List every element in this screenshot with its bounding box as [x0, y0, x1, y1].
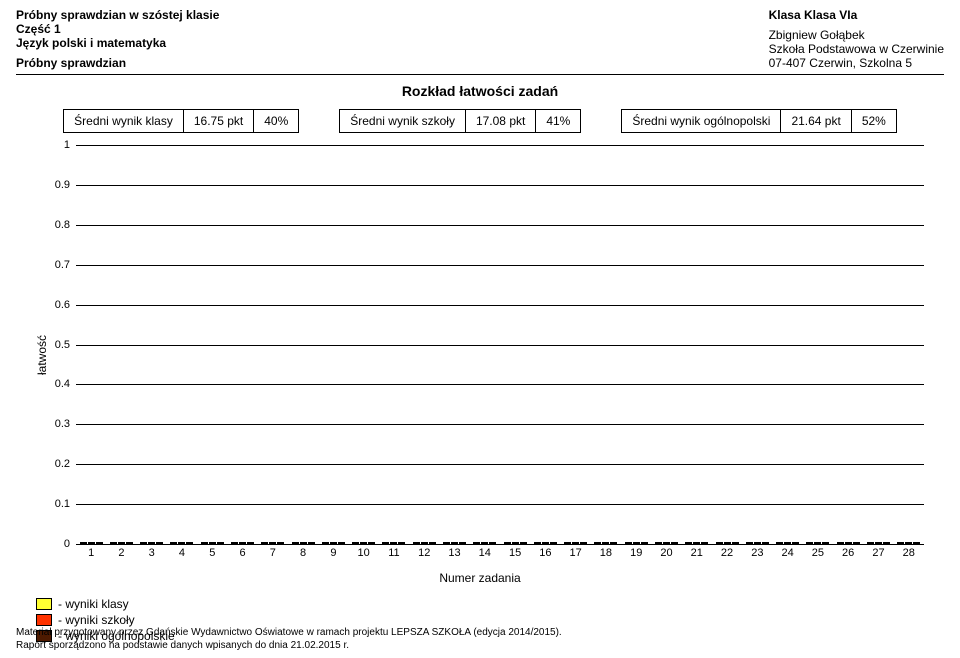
swatch-klasy	[36, 598, 52, 610]
plot: 1234567891011121314151617181920212223242…	[76, 145, 924, 545]
x-tick-label: 4	[179, 544, 185, 559]
title-line1: Próbny sprawdzian w szóstej klasie	[16, 8, 219, 22]
chart-title: Rozkład łatwości zadań	[16, 83, 944, 99]
teacher-name: Zbigniew Gołąbek	[769, 28, 944, 42]
x-tick-label: 10	[358, 544, 370, 559]
gridline	[76, 544, 924, 545]
legend-szkoly-label: - wyniki szkoły	[58, 613, 135, 627]
x-tick-label: 25	[812, 544, 824, 559]
x-tick-label: 22	[721, 544, 733, 559]
chart-area: łatwość 12345678910111213141516171819202…	[66, 145, 924, 565]
stat-ogolnopolski: Średni wynik ogólnopolski 21.64 pkt 52%	[621, 109, 896, 133]
footer-line1: Materiał przygotowany przez Gdańskie Wyd…	[16, 626, 562, 639]
x-tick-label: 8	[300, 544, 306, 559]
header-left: Próbny sprawdzian w szóstej klasie Część…	[16, 8, 219, 70]
klasa-label: Klasa Klasa VIa	[769, 8, 944, 22]
y-tick-label: 0	[64, 538, 76, 550]
y-axis-label: łatwość	[35, 335, 49, 375]
stat-klasy-label: Średni wynik klasy	[64, 110, 184, 132]
y-tick-label: 0.2	[55, 458, 76, 470]
x-tick-label: 13	[448, 544, 460, 559]
gridline	[76, 384, 924, 385]
x-tick-label: 24	[781, 544, 793, 559]
stat-szkoly-pkt: 17.08 pkt	[466, 110, 536, 132]
y-tick-label: 0.6	[55, 299, 76, 311]
x-tick-label: 16	[539, 544, 551, 559]
gridline	[76, 185, 924, 186]
school-address: 07-407 Czerwin, Szkolna 5	[769, 56, 944, 70]
x-tick-label: 26	[842, 544, 854, 559]
legend-klasy-label: - wyniki klasy	[58, 597, 129, 611]
stat-klasy-pkt: 16.75 pkt	[184, 110, 254, 132]
x-tick-label: 15	[509, 544, 521, 559]
x-tick-label: 20	[660, 544, 672, 559]
stats-row: Średni wynik klasy 16.75 pkt 40% Średni …	[16, 109, 944, 133]
gridline	[76, 305, 924, 306]
header-divider	[16, 74, 944, 75]
stat-klasy: Średni wynik klasy 16.75 pkt 40%	[63, 109, 299, 133]
swatch-szkoly	[36, 614, 52, 626]
y-tick-label: 0.8	[55, 219, 76, 231]
stat-klasy-pct: 40%	[254, 110, 298, 132]
x-tick-label: 12	[418, 544, 430, 559]
footer: Materiał przygotowany przez Gdańskie Wyd…	[16, 626, 562, 652]
x-tick-label: 18	[600, 544, 612, 559]
x-tick-label: 9	[330, 544, 336, 559]
y-tick-label: 1	[64, 139, 76, 151]
gridline	[76, 225, 924, 226]
x-tick-label: 17	[570, 544, 582, 559]
document-header: Próbny sprawdzian w szóstej klasie Część…	[16, 8, 944, 70]
title-line2: Część 1	[16, 22, 219, 36]
header-right: Klasa Klasa VIa Zbigniew Gołąbek Szkoła …	[769, 8, 944, 70]
x-tick-label: 21	[691, 544, 703, 559]
gridline	[76, 345, 924, 346]
gridline	[76, 504, 924, 505]
stat-szkoly-pct: 41%	[536, 110, 580, 132]
x-tick-label: 28	[903, 544, 915, 559]
x-tick-label: 2	[118, 544, 124, 559]
x-tick-label: 1	[88, 544, 94, 559]
stat-szkoly-label: Średni wynik szkoły	[340, 110, 466, 132]
x-tick-label: 23	[751, 544, 763, 559]
title-line3: Język polski i matematyka	[16, 36, 219, 50]
stat-ogolnopolski-pkt: 21.64 pkt	[781, 110, 851, 132]
legend-szkoly: - wyniki szkoły	[36, 613, 944, 627]
y-tick-label: 0.4	[55, 378, 76, 390]
gridline	[76, 145, 924, 146]
x-tick-label: 5	[209, 544, 215, 559]
x-tick-label: 7	[270, 544, 276, 559]
y-tick-label: 0.5	[55, 339, 76, 351]
y-tick-label: 0.9	[55, 179, 76, 191]
gridline	[76, 424, 924, 425]
gridline	[76, 464, 924, 465]
x-tick-label: 6	[239, 544, 245, 559]
x-tick-label: 3	[149, 544, 155, 559]
x-tick-label: 11	[388, 544, 399, 559]
footer-line2: Raport sporządzono na podstawie danych w…	[16, 639, 562, 652]
y-tick-label: 0.1	[55, 498, 76, 510]
y-tick-label: 0.3	[55, 418, 76, 430]
x-axis-label: Numer zadania	[16, 571, 944, 585]
x-tick-label: 19	[630, 544, 642, 559]
stat-ogolnopolski-label: Średni wynik ogólnopolski	[622, 110, 781, 132]
stat-ogolnopolski-pct: 52%	[852, 110, 896, 132]
title-line4: Próbny sprawdzian	[16, 56, 219, 70]
stat-szkoly: Średni wynik szkoły 17.08 pkt 41%	[339, 109, 581, 133]
x-tick-label: 14	[479, 544, 491, 559]
gridline	[76, 265, 924, 266]
school-name: Szkoła Podstawowa w Czerwinie	[769, 42, 944, 56]
x-tick-label: 27	[872, 544, 884, 559]
y-tick-label: 0.7	[55, 259, 76, 271]
legend-klasy: - wyniki klasy	[36, 597, 944, 611]
